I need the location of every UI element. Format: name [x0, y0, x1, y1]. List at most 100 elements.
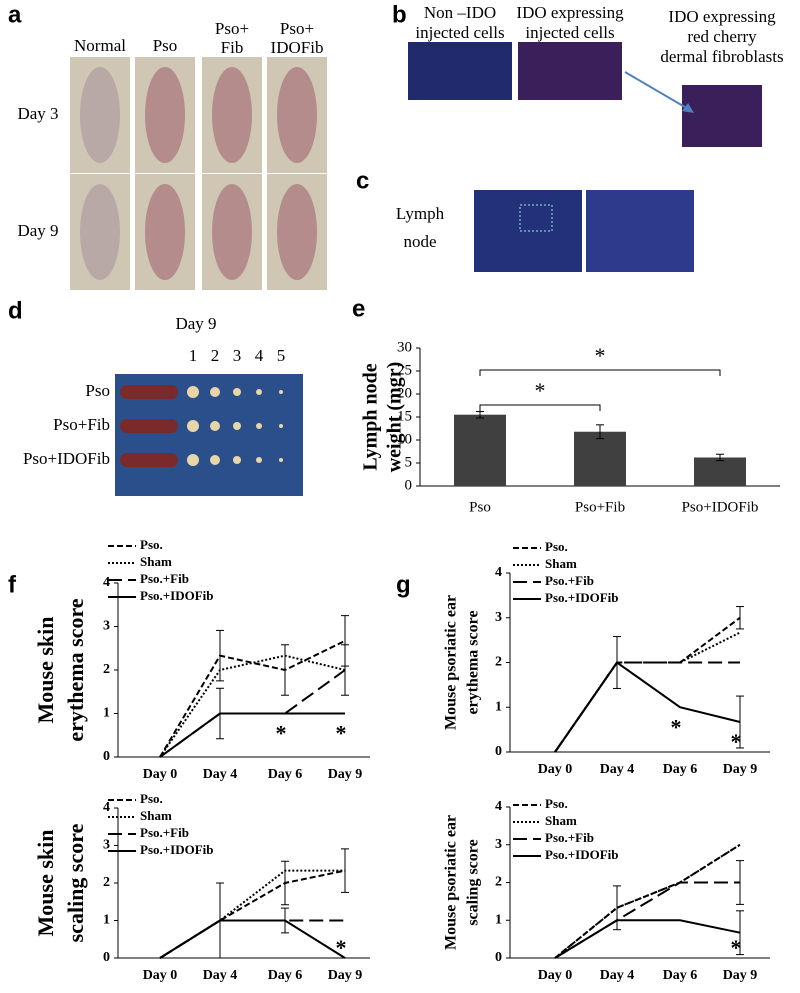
lymph-node	[256, 457, 262, 463]
micrograph	[682, 85, 762, 147]
y-tick-label: 2	[495, 875, 502, 890]
y-tick-label: 25	[397, 362, 412, 378]
x-tick-label: Day 0	[143, 767, 178, 782]
photo-skin	[145, 184, 185, 280]
image-caption: Non –IDO	[424, 3, 496, 22]
lymph-node	[187, 386, 199, 398]
row-label: Day 3	[17, 104, 58, 123]
series-line	[159, 712, 345, 758]
series-line	[554, 661, 740, 753]
x-tick-label: Day 9	[328, 767, 363, 782]
y-tick-label: 10	[397, 431, 412, 447]
image-caption: dermal fibroblasts	[660, 47, 783, 66]
spleen	[120, 453, 178, 467]
x-tick-label: Day 0	[538, 762, 573, 777]
series-line	[554, 631, 741, 753]
y-tick-label: 1	[495, 912, 502, 927]
legend-label: Pso.	[140, 791, 163, 806]
y-tick-label: 0	[405, 477, 413, 493]
y-axis-label: Mouse psoriatic ear	[443, 595, 460, 730]
lymph-node	[279, 424, 283, 428]
x-tick-label: Day 9	[328, 968, 363, 983]
image-caption: Lymph	[396, 204, 445, 223]
legend-label: Pso.+IDOFib	[140, 842, 214, 857]
lymph-node	[256, 423, 262, 429]
zoom-box	[519, 204, 553, 232]
bar	[574, 431, 626, 486]
significance-label: *	[336, 721, 347, 746]
x-tick-label: Day 6	[268, 968, 303, 983]
lymph-node	[210, 421, 220, 431]
panel-letter: f	[8, 571, 17, 598]
legend-label: Sham	[140, 554, 172, 569]
y-tick-label: 3	[495, 837, 502, 852]
y-axis-label: erythema score	[465, 610, 482, 714]
column-label: Pso	[153, 36, 178, 55]
significance-bracket	[479, 404, 601, 411]
micrograph	[518, 42, 622, 100]
significance-label: *	[671, 714, 682, 739]
panel-title: Day 9	[175, 314, 216, 333]
lymph-node	[233, 422, 241, 430]
y-axis-label: Lymph node	[360, 363, 382, 470]
legend-label: Pso.+IDOFib	[545, 847, 619, 862]
lymph-node	[233, 388, 241, 396]
image-caption: injected cells	[525, 23, 614, 42]
legend-label: Pso.+Fib	[140, 571, 189, 586]
lymph-node	[210, 455, 220, 465]
y-axis-label: Mouse skin	[33, 830, 58, 937]
column-label: 5	[277, 346, 286, 365]
column-label: 4	[255, 346, 264, 365]
spleen	[120, 385, 178, 399]
y-axis-label: Mouse skin	[33, 617, 58, 724]
x-tick-label: Day 4	[600, 762, 635, 777]
legend-label: Pso.	[545, 796, 568, 811]
legend-label: Sham	[545, 813, 577, 828]
column-label: Normal	[74, 36, 126, 55]
lymph-node	[233, 456, 241, 464]
series-line	[159, 919, 346, 959]
significance-label: *	[731, 729, 742, 754]
y-tick-label: 4	[495, 799, 502, 814]
panel-letter: d	[8, 297, 23, 324]
column-label: Pso+	[215, 19, 249, 38]
panel-letter: e	[352, 295, 365, 322]
column-label: 1	[189, 346, 198, 365]
legend-label: Pso.+Fib	[140, 825, 189, 840]
x-tick-label: Day 0	[538, 968, 573, 983]
x-tick-label: Day 9	[723, 762, 758, 777]
row-label: Pso	[85, 381, 110, 400]
y-tick-label: 4	[495, 565, 502, 580]
image-caption: injected cells	[415, 23, 504, 42]
lymph-node	[187, 420, 199, 432]
legend-label: Pso.+IDOFib	[545, 590, 619, 605]
x-tick-label: Pso	[469, 499, 491, 515]
x-tick-label: Day 4	[203, 767, 238, 782]
x-tick-label: Day 6	[663, 762, 698, 777]
y-axis-label: scaling score	[465, 839, 482, 925]
legend-label: Pso.	[545, 539, 568, 554]
x-tick-label: Pso+Fib	[575, 499, 625, 515]
legend-label: Pso.+Fib	[545, 573, 594, 588]
series-line	[554, 843, 741, 959]
y-tick-label: 4	[103, 575, 110, 590]
y-tick-label: 3	[103, 619, 110, 634]
arrowhead	[682, 103, 694, 113]
image-caption: red cherry	[687, 27, 757, 46]
column-label: 3	[233, 346, 242, 365]
column-label: 2	[211, 346, 220, 365]
series-line	[159, 654, 346, 758]
y-tick-label: 15	[397, 408, 412, 424]
micrograph	[586, 190, 694, 272]
photo-skin	[80, 184, 120, 280]
y-tick-label: 0	[103, 749, 110, 764]
arrow	[624, 71, 691, 111]
y-tick-label: 4	[103, 800, 110, 815]
x-tick-label: Day 4	[203, 968, 238, 983]
photo-skin	[212, 184, 252, 280]
x-tick-label: Day 6	[663, 968, 698, 983]
lymph-node	[279, 458, 283, 462]
x-tick-label: Day 0	[143, 968, 178, 983]
series-line	[159, 919, 345, 959]
